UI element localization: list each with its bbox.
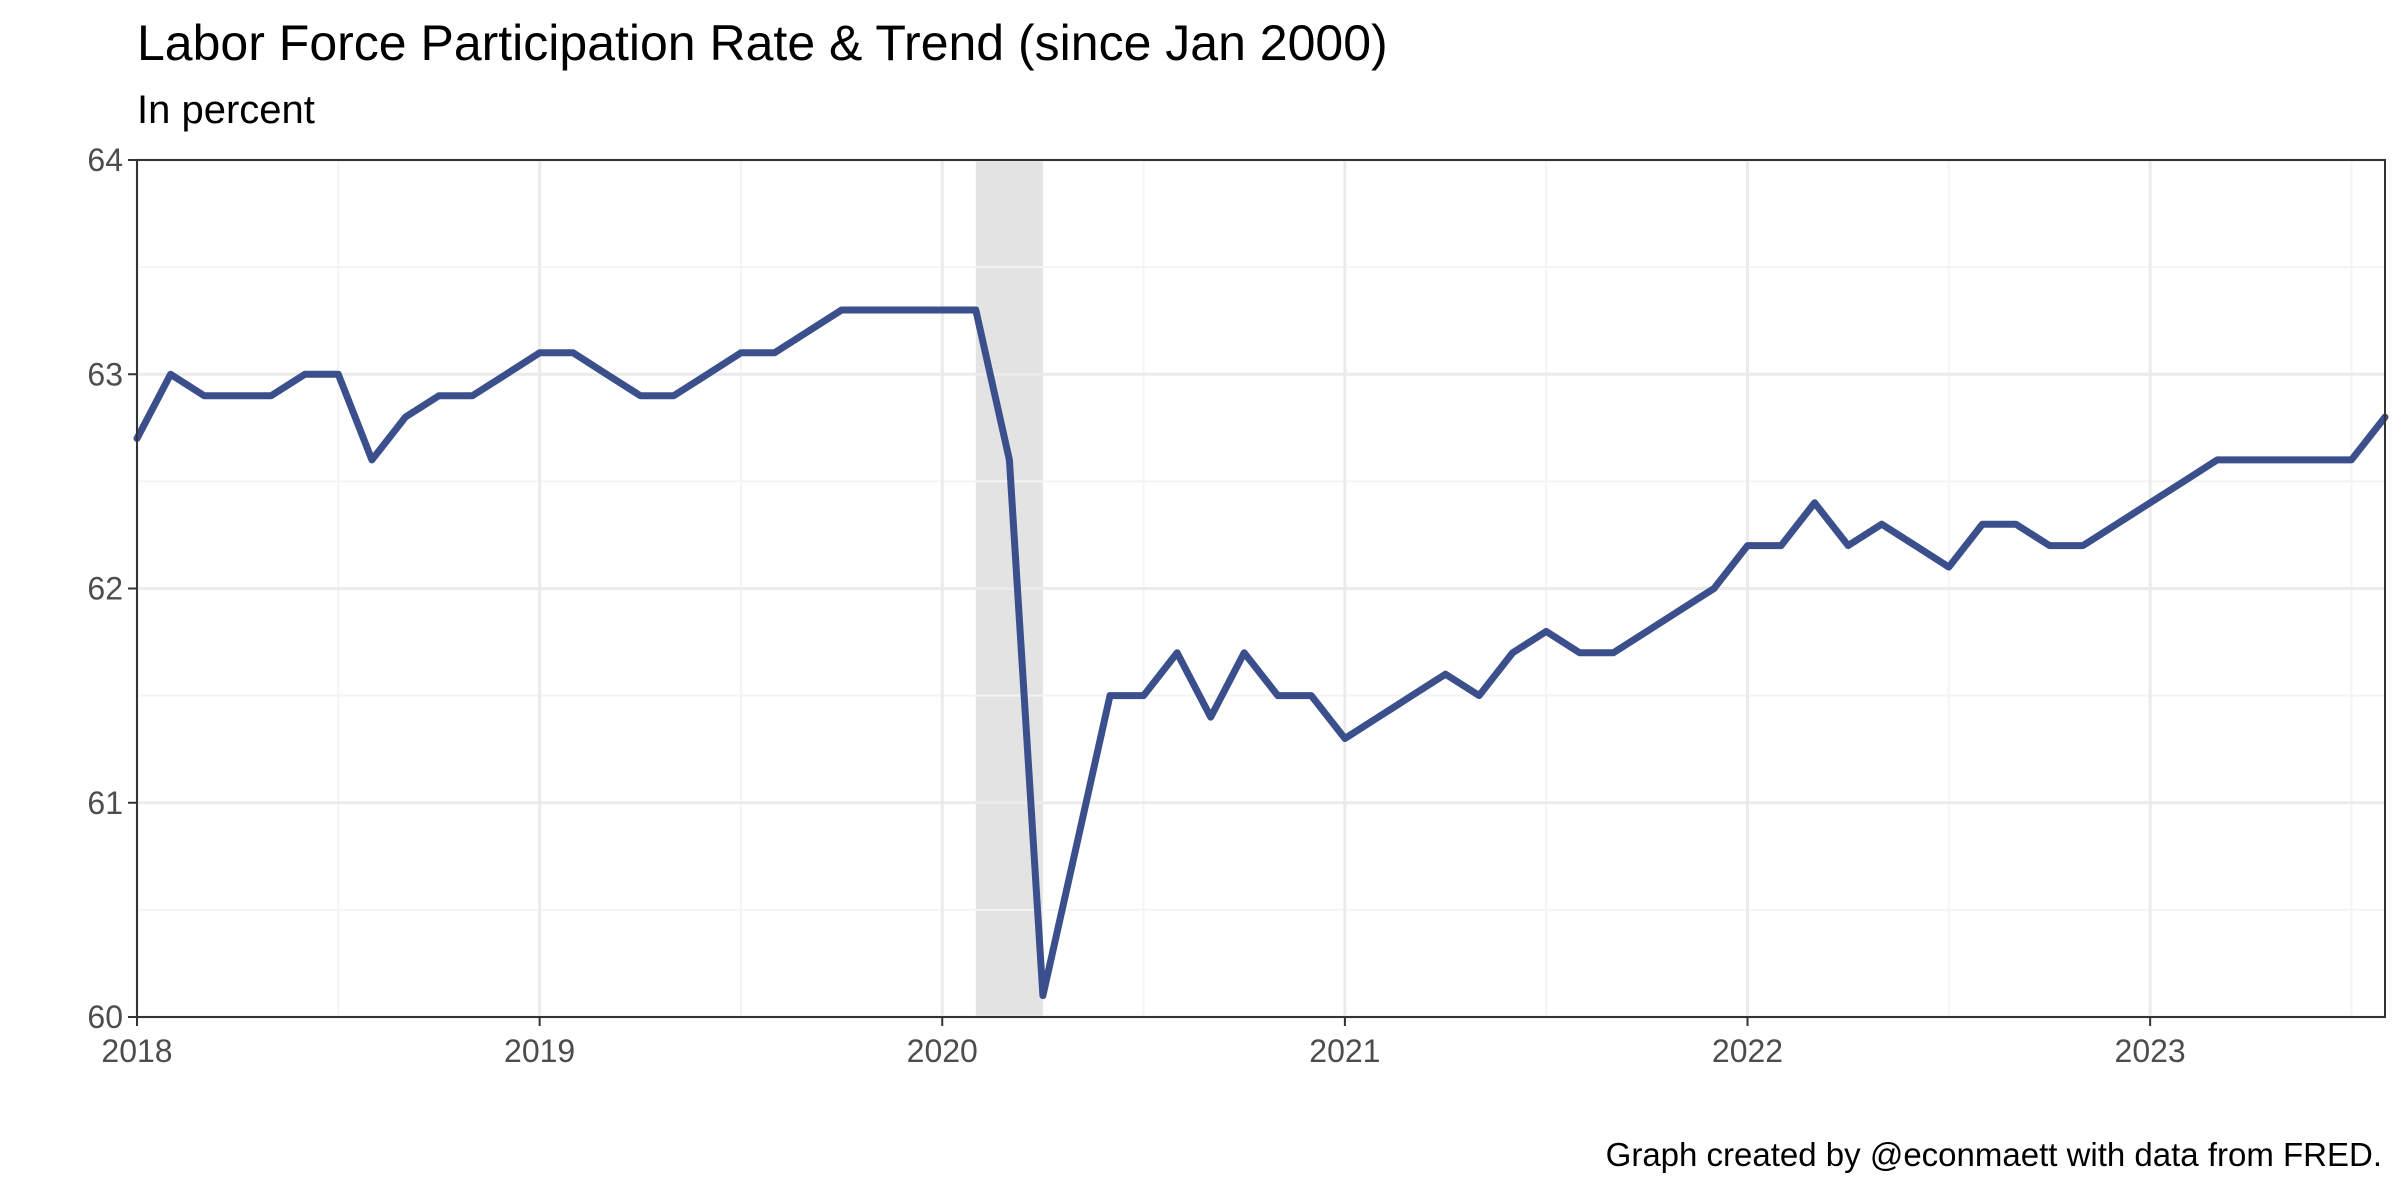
y-tick-label: 64 xyxy=(87,142,123,178)
x-tick-label: 2021 xyxy=(1309,1033,1380,1069)
series-line xyxy=(133,306,2389,1000)
y-axis-ticks: 60 61 62 63 64 xyxy=(87,142,137,1035)
x-tick-label: 2022 xyxy=(1712,1033,1783,1069)
y-tick-label: 63 xyxy=(87,356,123,392)
y-tick-label: 60 xyxy=(87,999,123,1035)
chart-title: Labor Force Participation Rate & Trend (… xyxy=(137,15,1388,71)
y-tick-label: 62 xyxy=(87,571,123,607)
x-tick-label: 2018 xyxy=(101,1033,172,1069)
x-axis-ticks: 2018 2019 2020 2021 2022 2023 xyxy=(101,1017,2186,1069)
x-tick-label: 2019 xyxy=(504,1033,575,1069)
x-tick-label: 2020 xyxy=(907,1033,978,1069)
x-tick-label: 2023 xyxy=(2115,1033,2186,1069)
series-layer xyxy=(133,306,2389,1000)
chart-subtitle: In percent xyxy=(137,88,315,132)
chart-caption: Graph created by @econmaett with data fr… xyxy=(1605,1136,2382,1173)
y-tick-label: 61 xyxy=(87,785,123,821)
